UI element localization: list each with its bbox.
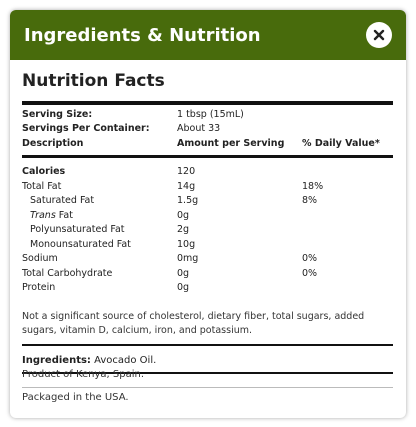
- modal-title: Ingredients & Nutrition: [24, 24, 261, 46]
- packaged-location: Packaged in the USA.: [22, 392, 129, 403]
- thick-rule: [22, 101, 393, 105]
- nutrient-amount: 0g: [177, 282, 190, 293]
- serving-size-row: Serving Size: 1 tbsp (15mL): [22, 108, 393, 122]
- nutrient-amount: 0g: [177, 268, 190, 279]
- nutrient-row: Calories 120: [22, 165, 393, 179]
- nutrient-row: Polyunsaturated Fat 2g: [22, 223, 393, 237]
- nutrition-footnote: Not a significant source of cholesterol,…: [22, 311, 365, 336]
- nutrient-row: Monounsaturated Fat 10g: [22, 238, 393, 252]
- nutrition-facts-title: Nutrition Facts: [22, 71, 165, 91]
- ingredients-rule: [22, 344, 393, 346]
- nutrient-dv: 8%: [302, 195, 318, 206]
- nutrient-row: Saturated Fat 1.5g 8%: [22, 194, 393, 208]
- servings-label: Servings Per Container:: [22, 123, 150, 134]
- nutrient-amount: 120: [177, 166, 196, 177]
- nutrient-amount: 0g: [177, 210, 190, 221]
- nutrient-name: Total Fat: [22, 181, 62, 192]
- nutrient-name: Polyunsaturated Fat: [30, 224, 125, 235]
- close-icon: [373, 29, 385, 41]
- nutrient-name: Saturated Fat: [30, 195, 95, 206]
- servings-row: Servings Per Container: About 33: [22, 122, 393, 136]
- ingredients-bottom-rule: [22, 372, 393, 374]
- nutrient-row: Total Fat 14g 18%: [22, 180, 393, 194]
- nutrient-name: Protein: [22, 282, 56, 293]
- nutrient-row: Sodium 0mg 0%: [22, 252, 393, 266]
- nutrient-row: Protein 0g: [22, 281, 393, 295]
- close-button[interactable]: [366, 22, 392, 48]
- nutrient-name: Sodium: [22, 253, 58, 264]
- ingredients-label: Ingredients:: [22, 355, 91, 366]
- product-origin: Product of Kenya, Spain.: [22, 369, 145, 380]
- nutrient-row: Trans Fat 0g: [22, 209, 393, 223]
- nutrient-row: Total Carbohydrate 0g 0%: [22, 267, 393, 281]
- trans-italic: Trans: [30, 210, 56, 221]
- nutrient-name: Trans Fat: [30, 209, 73, 223]
- nutrient-name: Calories: [22, 166, 66, 177]
- serving-size-value: 1 tbsp (15mL): [177, 109, 244, 120]
- nutrient-dv: 0%: [302, 253, 318, 264]
- divider: [22, 387, 393, 388]
- ingredients-value: Avocado Oil.: [94, 355, 157, 366]
- nutrient-name: Monounsaturated Fat: [30, 239, 131, 250]
- nutrient-amount: 14g: [177, 181, 196, 192]
- col-daily-value: % Daily Value*: [302, 138, 380, 149]
- col-amount: Amount per Serving: [177, 138, 285, 149]
- nutrient-amount: 0mg: [177, 253, 199, 264]
- nutrient-name: Total Carbohydrate: [22, 268, 113, 279]
- medium-rule: [22, 155, 393, 158]
- nutrition-modal: Ingredients & Nutrition Nutrition Facts …: [10, 10, 406, 418]
- servings-value: About 33: [177, 123, 221, 134]
- column-headers: Description Amount per Serving % Daily V…: [22, 137, 393, 151]
- modal-header: Ingredients & Nutrition: [10, 10, 406, 60]
- col-description: Description: [22, 138, 84, 149]
- nutrient-amount: 1.5g: [177, 195, 199, 206]
- trans-fat-suffix: Fat: [55, 210, 73, 221]
- ingredients-line: Ingredients: Avocado Oil.: [22, 354, 393, 368]
- serving-size-label: Serving Size:: [22, 109, 93, 120]
- nutrient-dv: 18%: [302, 181, 324, 192]
- nutrient-amount: 10g: [177, 239, 196, 250]
- nutrient-amount: 2g: [177, 224, 190, 235]
- nutrient-dv: 0%: [302, 268, 318, 279]
